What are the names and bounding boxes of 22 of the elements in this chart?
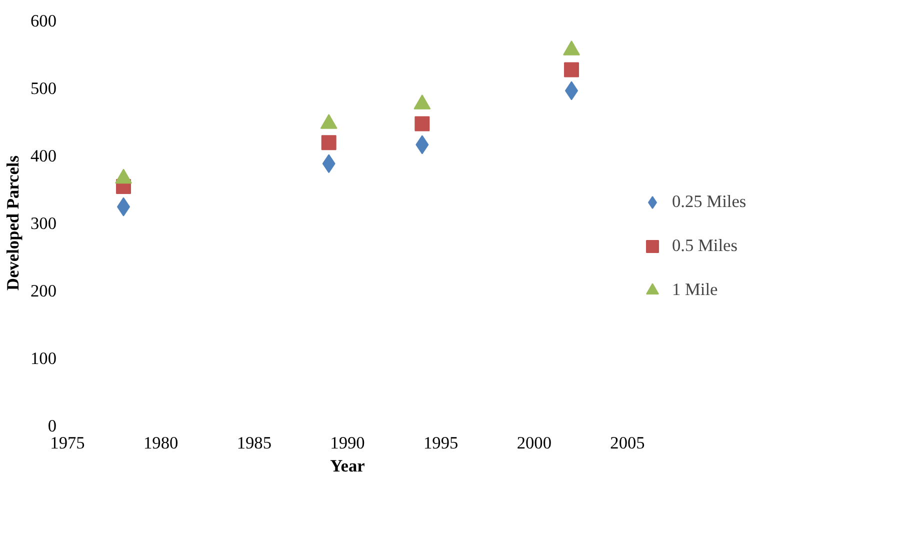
- x-tick-label: 1985: [236, 434, 272, 452]
- x-tick-label: 1995: [424, 434, 458, 452]
- point: [564, 62, 579, 78]
- point: [414, 116, 430, 132]
- x-tick-label: 1975: [50, 434, 85, 452]
- point: [321, 135, 336, 150]
- x-tick-label: 1990: [330, 434, 365, 452]
- legend-label: 0.25 Miles: [672, 192, 746, 212]
- y-tick-label: 200: [30, 282, 57, 300]
- y-tick-label: 500: [30, 79, 57, 98]
- y-tick-label: 400: [30, 146, 57, 166]
- y-tick-label: 300: [30, 214, 57, 233]
- x-tick-label: 2000: [516, 434, 552, 452]
- y-axis-title: Developed Parcels: [4, 155, 23, 290]
- legend-label: 1 Mile: [672, 280, 718, 300]
- y-tick-label: 0: [48, 416, 57, 436]
- y-tick-label: 100: [30, 349, 57, 368]
- legend-label: 0.5 Miles: [672, 236, 738, 256]
- y-tick-label: 600: [30, 12, 57, 30]
- x-tick-label: 1980: [144, 434, 178, 452]
- x-tick-label: 2005: [610, 434, 645, 452]
- x-axis-title: Year: [330, 456, 366, 476]
